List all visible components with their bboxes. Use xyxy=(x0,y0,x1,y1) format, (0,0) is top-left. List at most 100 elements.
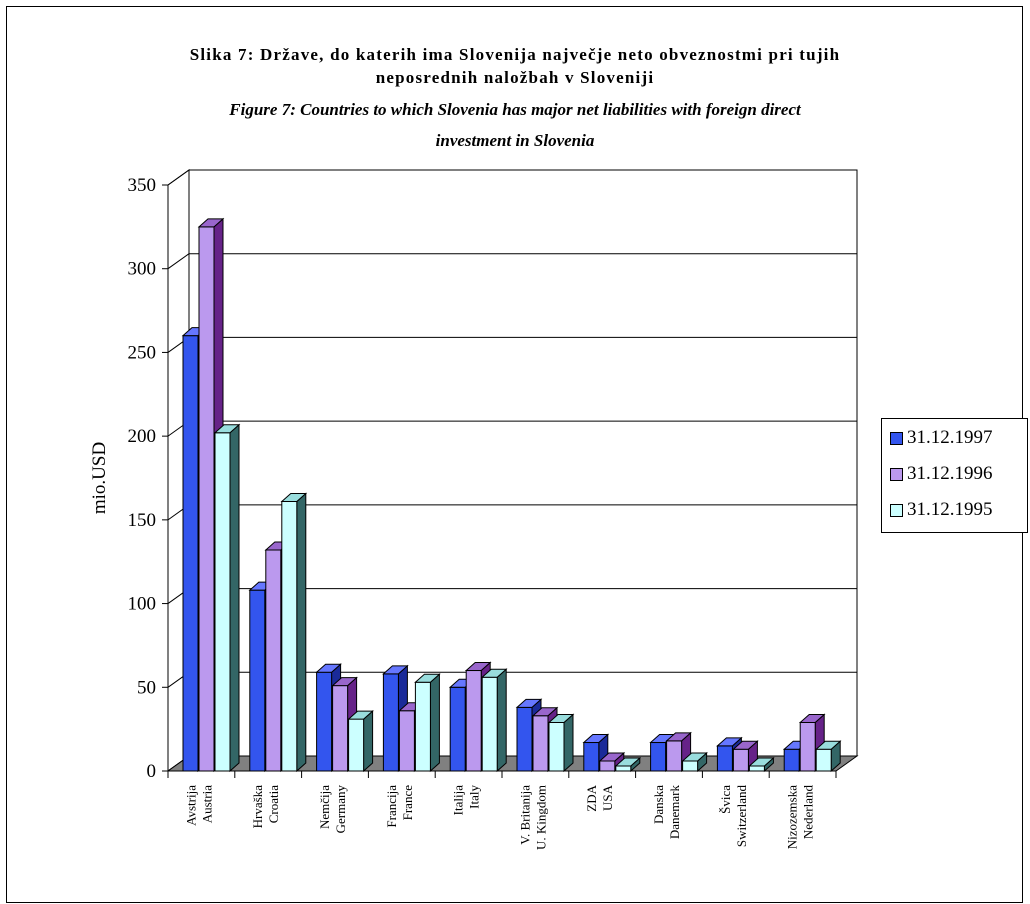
legend-item: 31.12.1996 xyxy=(890,463,993,485)
y-axis-label: mio.USD xyxy=(89,442,110,514)
x-tick-label: Nemčija xyxy=(317,785,332,829)
bar-top-31.12.1995 xyxy=(414,673,441,683)
x-tick-label: Croatia xyxy=(266,785,281,823)
x-tick-label: Švica xyxy=(718,785,733,814)
bar-31.12.1997 xyxy=(249,589,266,772)
legend-label: 31.12.1997 xyxy=(907,427,993,448)
bar-31.12.1997 xyxy=(316,671,333,772)
bar-top-31.12.1996 xyxy=(197,218,225,228)
legend-label: 31.12.1996 xyxy=(907,463,993,484)
y-tick-label: 200 xyxy=(128,426,157,447)
side-gridline xyxy=(167,169,190,186)
bar-31.12.1996 xyxy=(198,226,215,772)
legend-swatch xyxy=(890,467,903,481)
bar-31.12.1996 xyxy=(666,740,683,772)
bar-31.12.1995 xyxy=(548,721,565,772)
bar-31.12.1995 xyxy=(682,760,699,772)
bar-31.12.1997 xyxy=(650,742,667,772)
x-tick-label: Italija xyxy=(451,785,466,816)
bar-31.12.1996 xyxy=(465,670,482,772)
y-tick-label: 350 xyxy=(128,175,157,196)
bar-31.12.1996 xyxy=(265,549,282,772)
legend-swatch xyxy=(890,503,903,517)
x-tick-label: V. Britanija xyxy=(517,785,532,845)
y-tick-label: 0 xyxy=(147,761,157,782)
x-tick-label: Danemark xyxy=(667,785,682,840)
bar-31.12.1997 xyxy=(449,686,466,772)
bar-31.12.1997 xyxy=(716,745,733,772)
bar-31.12.1996 xyxy=(799,721,816,772)
x-tick-label: Hrvaška xyxy=(250,785,265,829)
bar-31.12.1995 xyxy=(214,432,231,772)
bar-top-31.12.1995 xyxy=(213,424,241,434)
bar-31.12.1995 xyxy=(815,748,832,772)
bar-top-31.12.1995 xyxy=(347,710,374,720)
bar-31.12.1997 xyxy=(382,673,399,772)
bar-top-31.12.1997 xyxy=(315,663,342,673)
bar-31.12.1997 xyxy=(516,706,533,772)
bar-31.12.1996 xyxy=(732,748,749,772)
bar-top-31.12.1996 xyxy=(732,740,759,750)
bar-top-31.12.1996 xyxy=(798,713,826,723)
bar-top-31.12.1995 xyxy=(280,492,308,502)
bar-top-31.12.1996 xyxy=(665,732,692,742)
bar-31.12.1995 xyxy=(414,681,431,772)
bar-31.12.1995 xyxy=(281,500,298,772)
bar-side-31.12.1995 xyxy=(496,668,507,773)
bar-top-31.12.1995 xyxy=(681,752,708,762)
bar-31.12.1996 xyxy=(332,685,349,772)
bar-top-31.12.1995 xyxy=(480,668,508,678)
x-tick-label: ZDA xyxy=(584,784,599,811)
x-tick-label: Italy xyxy=(467,785,482,809)
legend-item: 31.12.1997 xyxy=(890,427,993,449)
x-tick-label: France xyxy=(400,785,415,821)
bar-31.12.1997 xyxy=(182,335,199,772)
chart-title-english-line1: Figure 7: Countries to which Slovenia ha… xyxy=(229,100,801,119)
legend-swatch xyxy=(890,431,903,445)
side-gridline xyxy=(167,253,190,270)
y-tick-label: 50 xyxy=(137,677,156,698)
bar-side-31.12.1995 xyxy=(296,492,307,773)
bar-31.12.1995 xyxy=(348,718,365,772)
y-tick-label: 100 xyxy=(128,594,157,615)
x-tick-label: U. Kingdom xyxy=(533,785,548,850)
bar-31.12.1995 xyxy=(615,765,632,772)
bar-top-31.12.1996 xyxy=(531,707,559,717)
y-tick-label: 300 xyxy=(128,259,157,280)
bar-31.12.1996 xyxy=(599,760,616,772)
chart-title-english-line2: investment in Slovenia xyxy=(435,131,595,150)
bar-31.12.1997 xyxy=(583,742,600,772)
bar-top-31.12.1997 xyxy=(716,737,743,747)
legend-label: 31.12.1995 xyxy=(907,499,993,520)
x-tick-label: Nederland xyxy=(801,785,816,840)
bar-top-31.12.1997 xyxy=(515,698,543,708)
x-tick-label: Francija xyxy=(384,785,399,828)
x-tick-label: Avstrija xyxy=(183,785,198,826)
bar-31.12.1996 xyxy=(532,715,549,772)
bar-31.12.1996 xyxy=(398,710,415,772)
bar-top-31.12.1997 xyxy=(382,665,409,675)
x-tick-label: Germany xyxy=(333,785,348,834)
bar-top-31.12.1996 xyxy=(331,677,358,687)
chart-legend: 31.12.1997 31.12.1996 31.12.1995 xyxy=(881,418,1028,533)
x-tick-label: Austria xyxy=(199,785,214,824)
bar-top-31.12.1995 xyxy=(547,713,575,723)
legend-item: 31.12.1995 xyxy=(890,499,993,521)
bar-side-31.12.1995 xyxy=(363,709,374,773)
bar-side-31.12.1995 xyxy=(429,673,440,773)
y-tick-label: 150 xyxy=(128,510,157,531)
bar-side-31.12.1995 xyxy=(229,423,240,773)
bar-top-31.12.1995 xyxy=(814,740,842,750)
bar-top-31.12.1996 xyxy=(464,662,492,672)
bar-31.12.1997 xyxy=(783,748,800,772)
x-tick-label: USA xyxy=(600,784,615,811)
bar-top-31.12.1996 xyxy=(598,752,626,762)
x-tick-label: Switzerland xyxy=(734,785,749,848)
bar-top-31.12.1997 xyxy=(582,734,610,744)
x-tick-label: Danska xyxy=(651,785,666,824)
x-tick-label: Nizozemska xyxy=(785,785,800,849)
bar-side-31.12.1995 xyxy=(563,713,574,773)
y-tick-label: 250 xyxy=(128,342,157,363)
chart-title-slovenian-line1: Slika 7: Države, do katerih ima Slovenij… xyxy=(189,45,841,64)
